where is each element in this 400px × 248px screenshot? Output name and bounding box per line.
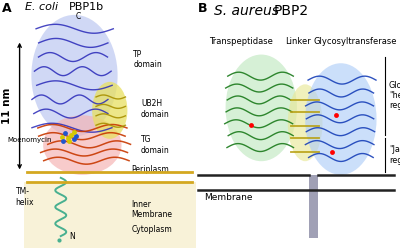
FancyBboxPatch shape — [309, 175, 318, 238]
Text: Cytoplasm: Cytoplasm — [131, 225, 172, 234]
Text: PBP1b: PBP1b — [69, 2, 104, 12]
Text: Linker: Linker — [285, 37, 311, 46]
Text: Transpeptidase: Transpeptidase — [209, 37, 273, 46]
Text: Glycosyltransferase: Glycosyltransferase — [313, 37, 397, 46]
FancyBboxPatch shape — [24, 182, 196, 248]
Text: TG
domain: TG domain — [141, 135, 170, 155]
Text: Periplasm: Periplasm — [131, 165, 169, 174]
Text: Membrane: Membrane — [204, 193, 253, 202]
Text: UB2H
domain: UB2H domain — [141, 99, 170, 119]
Text: C: C — [76, 12, 81, 21]
Ellipse shape — [31, 15, 118, 136]
Ellipse shape — [288, 84, 322, 161]
Ellipse shape — [305, 63, 376, 175]
Text: 11 nm: 11 nm — [2, 88, 12, 124]
Ellipse shape — [226, 55, 297, 161]
Ellipse shape — [43, 115, 122, 175]
Ellipse shape — [92, 82, 127, 139]
Text: PBP2: PBP2 — [274, 4, 309, 18]
Text: E. coli: E. coli — [26, 2, 59, 12]
Text: Globular
"head"
region: Globular "head" region — [389, 81, 400, 110]
Text: A: A — [2, 2, 12, 15]
Text: TP
domain: TP domain — [133, 50, 162, 69]
Text: TM-
helix: TM- helix — [16, 187, 34, 207]
Text: Moenomycin: Moenomycin — [8, 137, 52, 143]
Text: N: N — [70, 232, 75, 241]
Text: Inner
Membrane: Inner Membrane — [131, 200, 172, 219]
Text: S. aureus: S. aureus — [214, 4, 279, 18]
Text: "Jaw"
region: "Jaw" region — [389, 145, 400, 165]
Text: B: B — [198, 2, 208, 15]
